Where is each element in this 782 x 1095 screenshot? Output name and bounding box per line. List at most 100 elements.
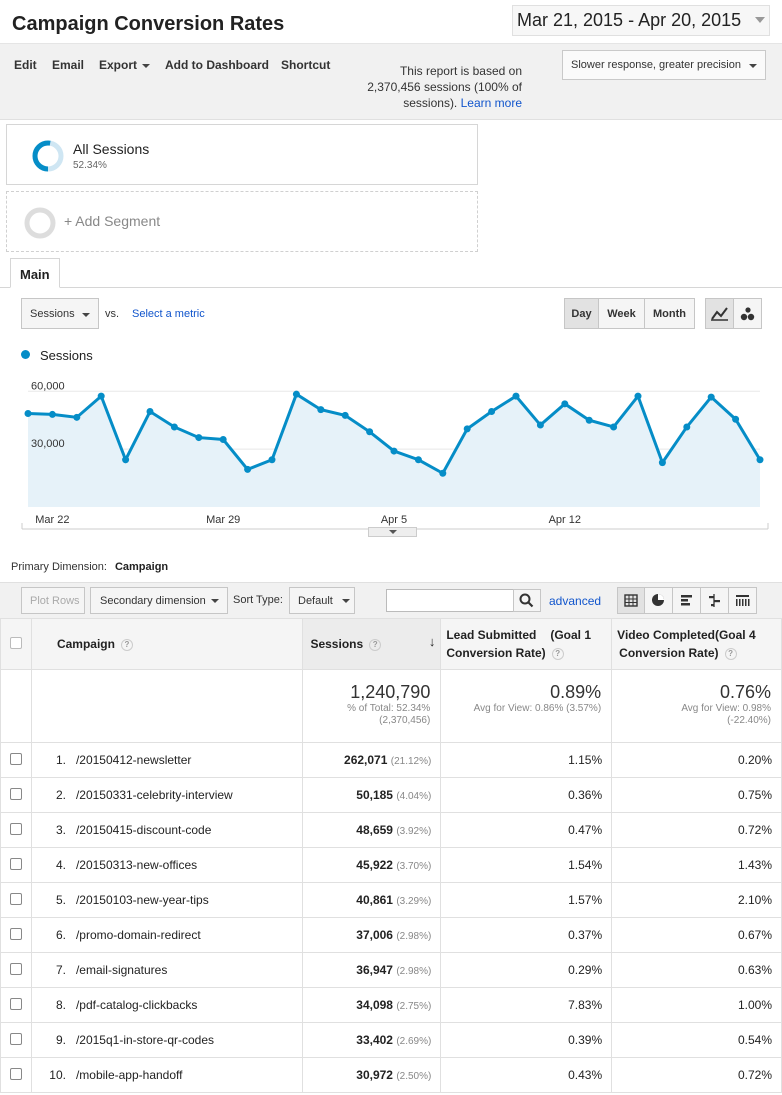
data-point[interactable] (146, 408, 154, 416)
help-icon[interactable]: ? (551, 647, 564, 660)
campaign-link[interactable]: /promo-domain-redirect (75, 928, 201, 942)
data-point[interactable] (536, 421, 544, 429)
data-point[interactable] (707, 393, 715, 401)
table-search-input[interactable] (386, 589, 514, 612)
sort-type-select[interactable]: Default (289, 587, 355, 614)
row-checkbox-cell[interactable] (0, 987, 32, 1023)
row-checkbox-cell[interactable] (0, 882, 32, 918)
data-point[interactable] (292, 390, 300, 398)
row-checkbox[interactable] (9, 787, 22, 800)
header-campaign[interactable]: Campaign? (30, 618, 304, 670)
row-checkbox-cell[interactable] (0, 812, 32, 848)
data-point[interactable] (48, 410, 56, 418)
help-icon[interactable]: ? (724, 647, 737, 660)
header-sessions[interactable]: Sessions? ↓ (302, 618, 442, 670)
data-point[interactable] (195, 434, 203, 442)
row-checkbox[interactable] (9, 1067, 22, 1080)
secondary-dimension-select[interactable]: Secondary dimension (90, 587, 228, 614)
data-point[interactable] (634, 392, 642, 400)
edit-button[interactable]: Edit (14, 58, 37, 72)
view-bar-button[interactable] (672, 587, 701, 614)
data-point[interactable] (585, 416, 593, 424)
campaign-link[interactable]: /20150103-new-year-tips (75, 893, 209, 907)
precision-select[interactable]: Slower response, greater precision (562, 50, 766, 80)
data-point[interactable] (366, 428, 374, 436)
add-to-dashboard-button[interactable]: Add to Dashboard (165, 58, 269, 72)
chart-resize-handle[interactable] (368, 527, 417, 537)
line-chart-toggle[interactable] (705, 298, 734, 329)
data-point[interactable] (170, 423, 178, 431)
metric-select[interactable]: Sessions (21, 298, 99, 329)
data-point[interactable] (756, 456, 764, 464)
help-icon[interactable]: ? (120, 638, 133, 651)
row-checkbox-cell[interactable] (0, 1057, 32, 1093)
data-point[interactable] (732, 415, 740, 423)
data-point[interactable] (244, 465, 252, 473)
data-point[interactable] (97, 392, 105, 400)
shortcut-button[interactable]: Shortcut (281, 58, 331, 72)
row-checkbox[interactable] (9, 752, 22, 765)
row-checkbox[interactable] (9, 892, 22, 905)
row-checkbox-cell[interactable] (0, 742, 32, 778)
view-pivot-button[interactable] (728, 587, 757, 614)
campaign-link[interactable]: /mobile-app-handoff (75, 1068, 183, 1082)
data-point[interactable] (122, 456, 130, 464)
row-checkbox[interactable] (9, 927, 22, 940)
select-all-cell[interactable] (0, 618, 32, 670)
row-checkbox[interactable] (9, 962, 22, 975)
plot-rows-button[interactable]: Plot Rows (21, 587, 85, 614)
table-search-button[interactable] (513, 589, 541, 612)
data-point[interactable] (512, 392, 520, 400)
tab-main[interactable]: Main (10, 258, 60, 288)
data-point[interactable] (439, 469, 447, 477)
day-button[interactable]: Day (564, 298, 599, 329)
row-checkbox[interactable] (9, 997, 22, 1010)
data-point[interactable] (341, 411, 349, 419)
campaign-link[interactable]: /2015q1-in-store-qr-codes (75, 1033, 215, 1047)
row-checkbox-cell[interactable] (0, 1022, 32, 1058)
data-point[interactable] (658, 459, 666, 467)
data-point[interactable] (488, 408, 496, 416)
data-point[interactable] (24, 409, 32, 417)
view-comparison-button[interactable] (700, 587, 729, 614)
data-point[interactable] (219, 436, 227, 443)
row-checkbox[interactable] (9, 822, 22, 835)
data-point[interactable] (414, 456, 422, 464)
help-icon[interactable]: ? (369, 638, 382, 651)
select-metric-link[interactable]: Select a metric (132, 308, 205, 320)
campaign-link[interactable]: /20150313-new-offices (75, 858, 198, 872)
header-lead-submitted[interactable]: Lead Submitted (Goal 1 Conversion Rate)? (440, 618, 613, 670)
advanced-filter-link[interactable]: advanced (549, 594, 602, 608)
header-video-completed[interactable]: Video Completed(Goal 4 Conversion Rate)? (611, 618, 782, 670)
row-checkbox-cell[interactable] (0, 917, 32, 953)
view-pie-button[interactable] (644, 587, 673, 614)
week-button[interactable]: Week (598, 298, 645, 329)
row-checkbox[interactable] (9, 1032, 22, 1045)
email-button[interactable]: Email (52, 58, 85, 72)
data-point[interactable] (683, 423, 691, 431)
campaign-link[interactable]: /email-signatures (75, 963, 168, 977)
learn-more-link[interactable]: Learn more (460, 96, 522, 110)
primary-dimension-campaign[interactable]: Campaign (114, 561, 169, 573)
data-point[interactable] (610, 423, 618, 431)
month-button[interactable]: Month (644, 298, 695, 329)
segment-all-sessions[interactable]: All Sessions 52.34% (6, 124, 478, 185)
add-segment-button[interactable]: + Add Segment (6, 191, 478, 252)
data-point[interactable] (317, 406, 325, 414)
row-checkbox[interactable] (9, 857, 22, 870)
date-range-picker[interactable]: Mar 21, 2015 - Apr 20, 2015 (512, 5, 770, 36)
row-checkbox-cell[interactable] (0, 847, 32, 883)
data-point[interactable] (561, 400, 569, 408)
data-point[interactable] (73, 413, 81, 421)
view-table-button[interactable] (617, 587, 645, 614)
campaign-link[interactable]: /20150415-discount-code (75, 823, 212, 837)
motion-chart-toggle[interactable] (733, 298, 762, 329)
row-checkbox-cell[interactable] (0, 952, 32, 988)
select-all-checkbox[interactable] (9, 636, 22, 649)
data-point[interactable] (268, 456, 276, 464)
campaign-link[interactable]: /20150331-celebrity-interview (75, 788, 233, 802)
campaign-link[interactable]: /20150412-newsletter (75, 753, 192, 767)
campaign-link[interactable]: /pdf-catalog-clickbacks (75, 998, 198, 1012)
data-point[interactable] (463, 425, 471, 433)
row-checkbox-cell[interactable] (0, 777, 32, 813)
